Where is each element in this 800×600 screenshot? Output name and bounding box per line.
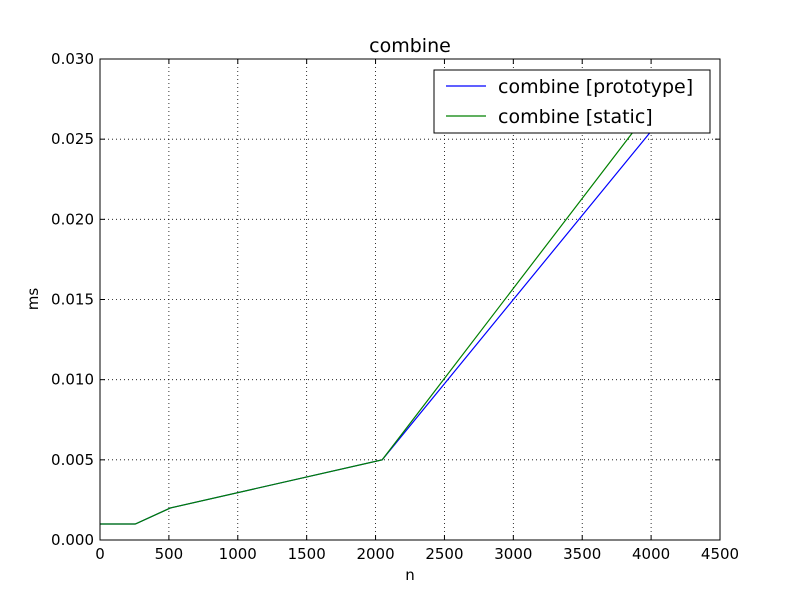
y-tick-label: 0.005 xyxy=(51,451,94,469)
x-tick-label: 4000 xyxy=(632,545,670,563)
chart-title: combine xyxy=(369,35,451,57)
ticks xyxy=(99,58,721,541)
y-axis-label: ms xyxy=(24,288,42,311)
series-line-static xyxy=(100,90,665,525)
legend-label-static: combine [static] xyxy=(498,106,653,128)
x-tick-label: 1500 xyxy=(288,545,326,563)
x-axis-label: n xyxy=(405,566,415,584)
legend: combine [prototype] combine [static] xyxy=(433,69,711,134)
y-tick-label: 0.010 xyxy=(51,371,94,389)
x-tick-label: 0 xyxy=(95,545,105,563)
x-tick-labels: 0 500 1000 1500 2000 2500 3000 3500 4000 4500 xyxy=(95,545,739,563)
y-tick-label: 0.020 xyxy=(51,210,94,228)
legend-label-prototype: combine [prototype] xyxy=(498,76,693,98)
x-tick-label: 2000 xyxy=(356,545,394,563)
x-tick-label: 3500 xyxy=(563,545,601,563)
y-tick-label: 0.025 xyxy=(51,130,94,148)
y-tick-label: 0.030 xyxy=(51,50,94,68)
x-tick-label: 3000 xyxy=(494,545,532,563)
legend-box xyxy=(433,69,711,134)
x-tick-label: 4500 xyxy=(701,545,739,563)
y-tick-label: 0.000 xyxy=(51,531,94,549)
y-tick-labels: 0.000 0.005 0.010 0.015 0.020 0.025 0.030 xyxy=(51,50,94,549)
series-layer xyxy=(100,90,665,525)
x-tick-label: 1000 xyxy=(219,545,257,563)
y-tick-label: 0.015 xyxy=(51,291,94,309)
x-tick-label: 500 xyxy=(155,545,184,563)
x-tick-label: 2500 xyxy=(425,545,463,563)
